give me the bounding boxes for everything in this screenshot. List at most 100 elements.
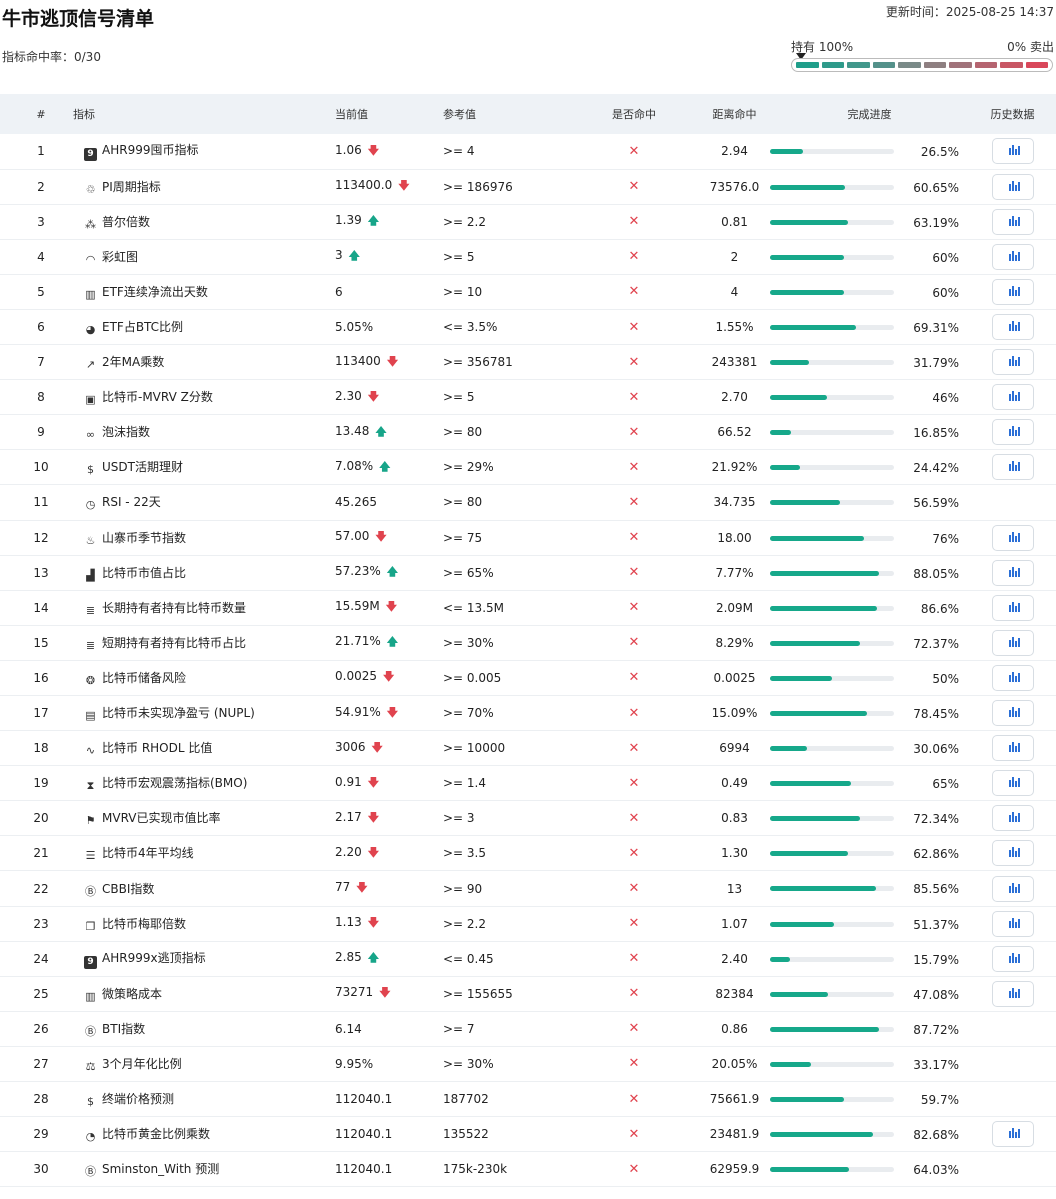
progress-fill — [770, 149, 803, 154]
history-data-button[interactable] — [991, 770, 1034, 797]
reference-value: >= 5 — [443, 390, 475, 405]
indicator-icon: 9 — [84, 955, 97, 969]
history-cell — [969, 134, 1056, 169]
down-arrow-icon: 🡇 — [356, 881, 368, 895]
history-data-button[interactable] — [991, 173, 1034, 200]
indicator-cell: ◔ 比特币黄金比例乘数 — [82, 1117, 335, 1152]
history-cell — [969, 204, 1056, 239]
history-data-button[interactable] — [991, 314, 1034, 341]
indicator-name: 微策略成本 — [102, 986, 163, 1001]
progress-cell: 60% — [770, 239, 969, 274]
indicator-icon: Ⓑ — [85, 1024, 96, 1038]
progress-fill — [770, 921, 834, 927]
history-cell — [969, 450, 1056, 485]
current-value: 57.23% — [335, 564, 381, 579]
distance-value: 7.77% — [715, 565, 754, 580]
gauge-segment — [872, 62, 895, 68]
history-cell — [969, 976, 1056, 1011]
history-data-button[interactable] — [991, 629, 1034, 656]
signal-table: # 指标 当前值 参考值 是否命中 距离命中 完成进度 历史数据 1 9 AHR9… — [0, 94, 1056, 1187]
progress-percent: 65% — [932, 777, 959, 792]
progress-track — [770, 921, 894, 927]
history-data-button[interactable] — [991, 454, 1034, 481]
current-value: 112040.1 — [335, 1162, 393, 1177]
not-hit-icon: ✕ — [628, 986, 640, 1002]
history-data-button[interactable] — [991, 980, 1034, 1007]
progress-cell: 15.79% — [770, 941, 969, 976]
distance-value: 1.30 — [721, 846, 748, 861]
updated-time: 更新时间：2025-08-25 14:37 — [885, 5, 1054, 19]
reference-value: >= 2.2 — [443, 916, 487, 931]
reference-value: >= 10 — [443, 284, 483, 299]
distance-value: 0.81 — [721, 214, 748, 229]
table-row: 5 ▥ ETF连续净流出天数 6 >= 10 ✕ 4 60% — [0, 274, 1056, 310]
indicator-name: 短期持有者持有比特币占比 — [102, 635, 247, 650]
progress-cell: 24.42% — [770, 450, 969, 485]
history-data-button[interactable] — [991, 384, 1034, 411]
progress-cell: 69.31% — [770, 309, 969, 344]
indicator-icon: ⁂ — [85, 217, 96, 231]
history-data-button[interactable] — [991, 805, 1034, 832]
indicator-icon: ≣ — [85, 638, 96, 652]
current-value-cell: 7.08% 🡅 — [335, 450, 443, 485]
history-data-button[interactable] — [991, 243, 1034, 270]
progress-cell: 88.05% — [770, 555, 969, 590]
history-data-button[interactable] — [991, 559, 1034, 586]
up-arrow-icon: 🡅 — [386, 635, 399, 649]
progress-cell: 85.56% — [770, 871, 969, 906]
progress-track — [770, 991, 894, 997]
not-hit-icon: ✕ — [628, 354, 640, 370]
distance-value: 23481.9 — [709, 1127, 760, 1142]
indicator-name: 比特币市值占比 — [102, 565, 187, 580]
gauge-segment — [1000, 62, 1023, 68]
history-cell — [969, 309, 1056, 344]
history-data-button[interactable] — [991, 910, 1034, 937]
history-data-button[interactable] — [991, 349, 1034, 376]
indicator-cell: ▣ 比特币-MVRV Z分数 — [82, 380, 335, 415]
history-data-button[interactable] — [991, 945, 1034, 972]
progress-cell: 82.68% — [770, 1117, 969, 1152]
current-value: 6.14 — [335, 1021, 362, 1036]
history-data-button[interactable] — [991, 1121, 1034, 1148]
reference-value: >= 29% — [443, 460, 494, 475]
distance-value: 2 — [730, 249, 739, 264]
progress-track — [770, 254, 894, 260]
indicator-icon: ♨ — [85, 533, 96, 547]
history-data-button[interactable] — [991, 419, 1034, 446]
indicator-icon: ◷ — [85, 498, 96, 512]
progress-fill — [770, 851, 848, 857]
progress-track — [770, 1132, 894, 1138]
progress-track — [770, 430, 894, 436]
progress-fill — [770, 816, 860, 822]
current-value: 15.59M — [335, 599, 380, 614]
history-data-button[interactable] — [991, 138, 1034, 165]
history-data-button[interactable] — [991, 700, 1034, 727]
row-number: 13 — [33, 565, 49, 580]
progress-track — [770, 289, 894, 295]
reference-value: >= 30% — [443, 635, 494, 650]
indicator-name: BTI指数 — [102, 1021, 146, 1036]
row-number: 22 — [33, 881, 49, 896]
progress-cell: 59.7% — [770, 1082, 969, 1117]
row-number: 25 — [33, 986, 49, 1001]
current-value: 0.91 — [335, 774, 362, 789]
current-value: 3 — [335, 248, 343, 263]
history-data-button[interactable] — [991, 840, 1034, 867]
not-hit-icon: ✕ — [628, 530, 640, 546]
row-number: 19 — [33, 776, 49, 791]
not-hit-icon: ✕ — [628, 494, 640, 510]
current-value: 112040.1 — [335, 1092, 393, 1107]
progress-cell: 56.59% — [770, 485, 969, 520]
indicator-cell: ≣ 短期持有者持有比特币占比 — [82, 625, 335, 660]
history-cell — [969, 415, 1056, 450]
current-value-cell: 112040.1 — [335, 1152, 443, 1187]
history-data-button[interactable] — [991, 664, 1034, 691]
history-data-button[interactable] — [991, 594, 1034, 621]
history-data-button[interactable] — [991, 208, 1034, 235]
history-data-button[interactable] — [991, 735, 1034, 762]
history-data-button[interactable] — [991, 524, 1034, 551]
gauge-pointer — [796, 53, 806, 60]
row-number: 20 — [33, 811, 49, 826]
history-data-button[interactable] — [991, 278, 1034, 305]
history-data-button[interactable] — [991, 875, 1034, 902]
